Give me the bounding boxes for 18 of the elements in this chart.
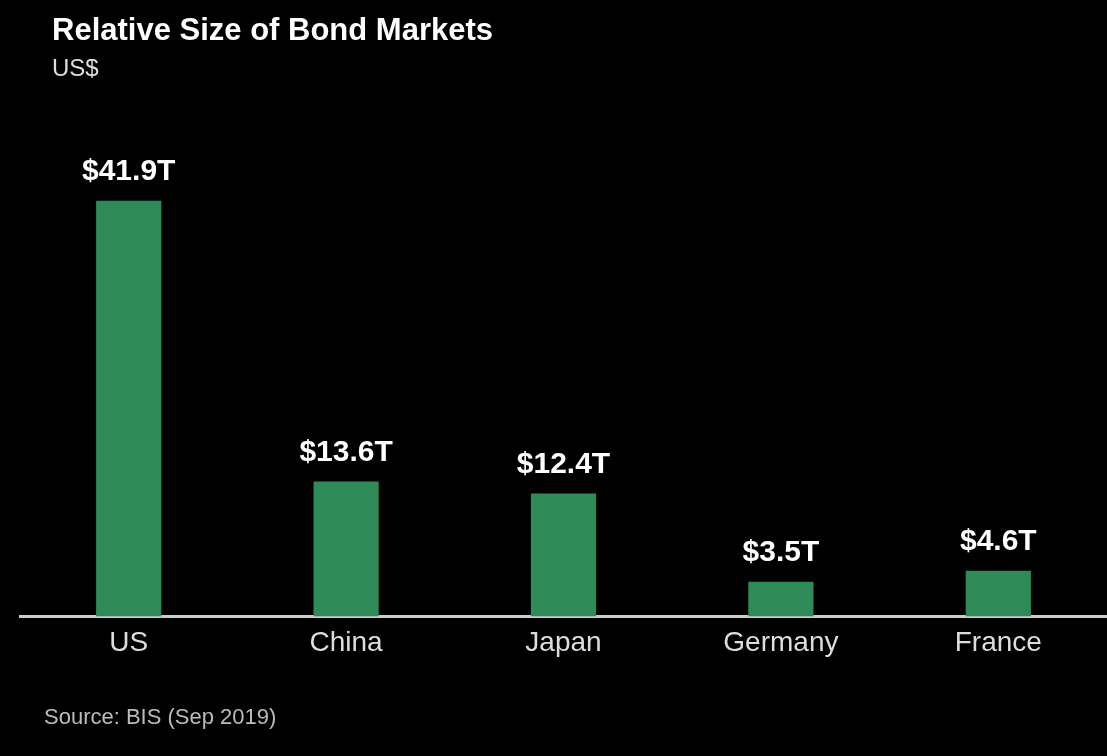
x-tick-label: US: [109, 625, 149, 657]
data-label: $3.5T: [742, 533, 820, 567]
bar: [530, 493, 597, 617]
chart-subtitle: US$: [52, 54, 99, 82]
data-label: $41.9T: [82, 153, 176, 187]
x-tick-label: Germany: [723, 625, 839, 657]
bar: [965, 570, 1031, 617]
x-tick-label: Japan: [525, 625, 602, 657]
chart-title: Relative Size of Bond Markets: [52, 12, 494, 48]
bar: [748, 581, 814, 617]
x-tick-label: China: [309, 625, 384, 657]
data-label: $13.6T: [299, 433, 393, 467]
data-label: $12.4T: [516, 445, 611, 479]
bar: [313, 481, 379, 617]
bar: [96, 200, 162, 617]
data-label: $4.6T: [959, 523, 1037, 557]
x-tick-label: France: [954, 625, 1042, 657]
source-note: Source: BIS (Sep 2019): [44, 704, 277, 730]
